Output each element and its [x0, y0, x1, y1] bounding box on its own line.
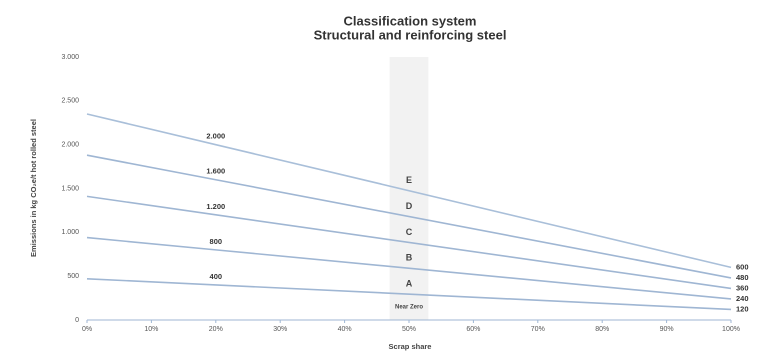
class-label: B	[406, 253, 413, 263]
class-label: Near Zero	[395, 305, 423, 311]
y-tick-label: 1.500	[61, 185, 79, 192]
series-line	[86, 113, 732, 269]
y-axis-title: Emissions in kg CO₂e/t hot rolled steel	[29, 119, 38, 257]
series-line	[86, 154, 732, 279]
chart-title: Classification system	[344, 13, 477, 28]
highlight-band	[389, 57, 429, 320]
value-label: 2.000	[206, 132, 225, 141]
value-label: 800	[210, 237, 223, 246]
x-axis-title: Scrap share	[389, 342, 432, 351]
value-label: 240	[736, 294, 749, 303]
x-tick-label: 10%	[144, 326, 158, 333]
x-tick-label: 60%	[466, 326, 480, 333]
series-line	[86, 277, 732, 311]
y-tick-label: 2.500	[61, 98, 79, 105]
class-label: A	[406, 279, 413, 289]
y-tick-label: 500	[67, 273, 79, 280]
x-tick-label: 0%	[82, 326, 92, 333]
x-tick-label: 80%	[595, 326, 609, 333]
x-tick-label: 20%	[209, 326, 223, 333]
value-label: 480	[736, 273, 749, 282]
y-tick-label: 1.000	[61, 229, 79, 236]
x-tick-label: 30%	[273, 326, 287, 333]
value-label: 1.200	[206, 202, 225, 211]
value-label: 120	[736, 304, 749, 313]
y-tick-label: 2.000	[61, 142, 79, 149]
y-tick-label: 3.000	[61, 54, 79, 61]
class-label: D	[406, 201, 413, 211]
series-line	[86, 195, 732, 290]
x-tick-label: 50%	[402, 326, 416, 333]
value-label: 600	[736, 262, 749, 271]
class-label: C	[406, 227, 413, 237]
x-tick-label: 90%	[660, 326, 674, 333]
value-label: 360	[736, 283, 749, 292]
value-label: 1.600	[206, 167, 225, 176]
value-label: 400	[210, 272, 223, 281]
series-line	[86, 236, 732, 300]
x-tick-label: 100%	[722, 326, 740, 333]
x-tick-label: 70%	[531, 326, 545, 333]
class-label: E	[406, 175, 412, 185]
chart-subtitle: Structural and reinforcing steel	[314, 27, 507, 42]
y-tick-label: 0	[75, 317, 79, 324]
x-tick-label: 40%	[338, 326, 352, 333]
